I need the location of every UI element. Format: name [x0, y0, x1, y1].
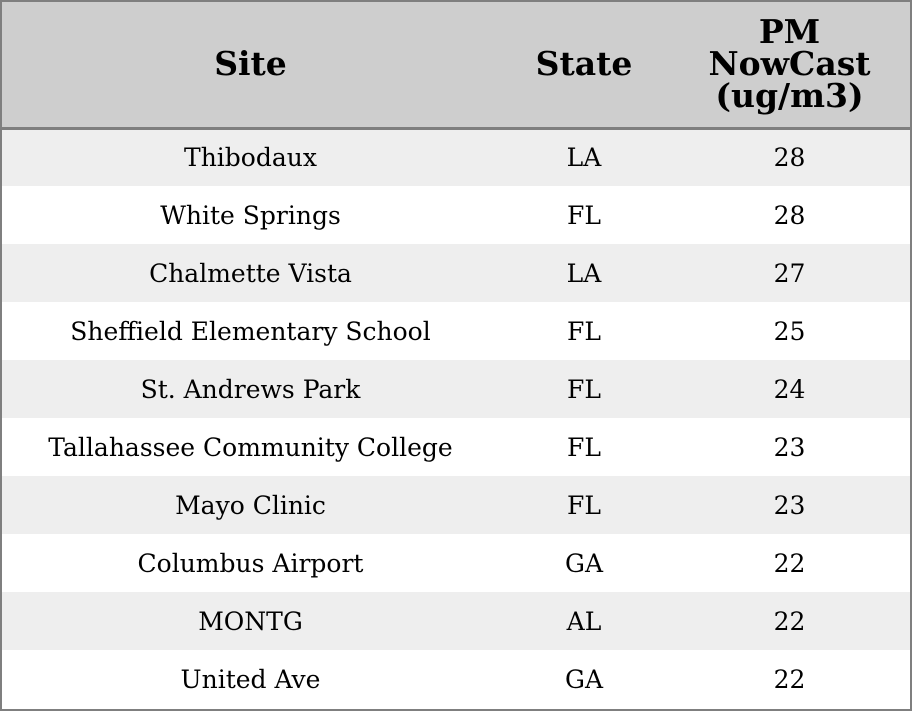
header-pm-line-1: PM	[758, 12, 821, 52]
table-row: MONTG AL 22	[2, 592, 910, 650]
cell-pm: 27	[773, 258, 806, 288]
header-pm-line-2: NowCast	[708, 44, 871, 84]
cell-state: FL	[567, 316, 601, 346]
cell-site: Mayo Clinic	[175, 490, 326, 520]
header-state: State	[499, 2, 669, 130]
table-row: Sheffield Elementary School FL 25	[2, 302, 910, 360]
cell-site: Tallahassee Community College	[48, 432, 453, 462]
cell-site: MONTG	[198, 606, 303, 636]
cell-site: White Springs	[160, 200, 341, 230]
cell-pm: 25	[773, 316, 806, 346]
cell-pm: 23	[773, 490, 806, 520]
header-row: Site State PM NowCast (ug/m3)	[2, 2, 910, 130]
table-row: White Springs FL 28	[2, 186, 910, 244]
table-row: Mayo Clinic FL 23	[2, 476, 910, 534]
cell-site: Columbus Airport	[137, 548, 364, 578]
cell-pm: 22	[773, 606, 806, 636]
table-row: United Ave GA 22	[2, 650, 910, 708]
table-row: Chalmette Vista LA 27	[2, 244, 910, 302]
table-row: Thibodaux LA 28	[2, 128, 910, 186]
table-row: St. Andrews Park FL 24	[2, 360, 910, 418]
table-header: Site State PM NowCast (ug/m3)	[2, 2, 910, 130]
cell-state: AL	[566, 606, 602, 636]
cell-state: FL	[567, 490, 601, 520]
cell-pm: 22	[773, 664, 806, 694]
cell-state: FL	[567, 200, 601, 230]
header-pm-nowcast: PM NowCast (ug/m3)	[669, 2, 910, 130]
cell-pm: 22	[773, 548, 806, 578]
cell-pm: 28	[773, 200, 806, 230]
cell-site: St. Andrews Park	[140, 374, 361, 404]
header-pm-line-3: (ug/m3)	[715, 76, 864, 116]
cell-state: FL	[567, 432, 601, 462]
table-row: Tallahassee Community College FL 23	[2, 418, 910, 476]
cell-site: Sheffield Elementary School	[70, 316, 431, 346]
cell-state: GA	[564, 664, 604, 694]
header-site: Site	[2, 2, 499, 130]
table-row: Columbus Airport GA 22	[2, 534, 910, 592]
cell-state: LA	[566, 258, 602, 288]
cell-state: LA	[566, 143, 602, 173]
cell-site: United Ave	[180, 664, 321, 694]
cell-state: FL	[567, 374, 601, 404]
cell-pm: 24	[773, 374, 806, 404]
cell-site: Chalmette Vista	[149, 258, 352, 288]
table-body: Thibodaux LA 28 White Springs FL 28 Chalmette …	[2, 128, 910, 708]
cell-state: GA	[564, 548, 604, 578]
cell-pm: 28	[773, 143, 806, 173]
cell-pm: 23	[773, 432, 806, 462]
cell-site: Thibodaux	[184, 143, 317, 173]
